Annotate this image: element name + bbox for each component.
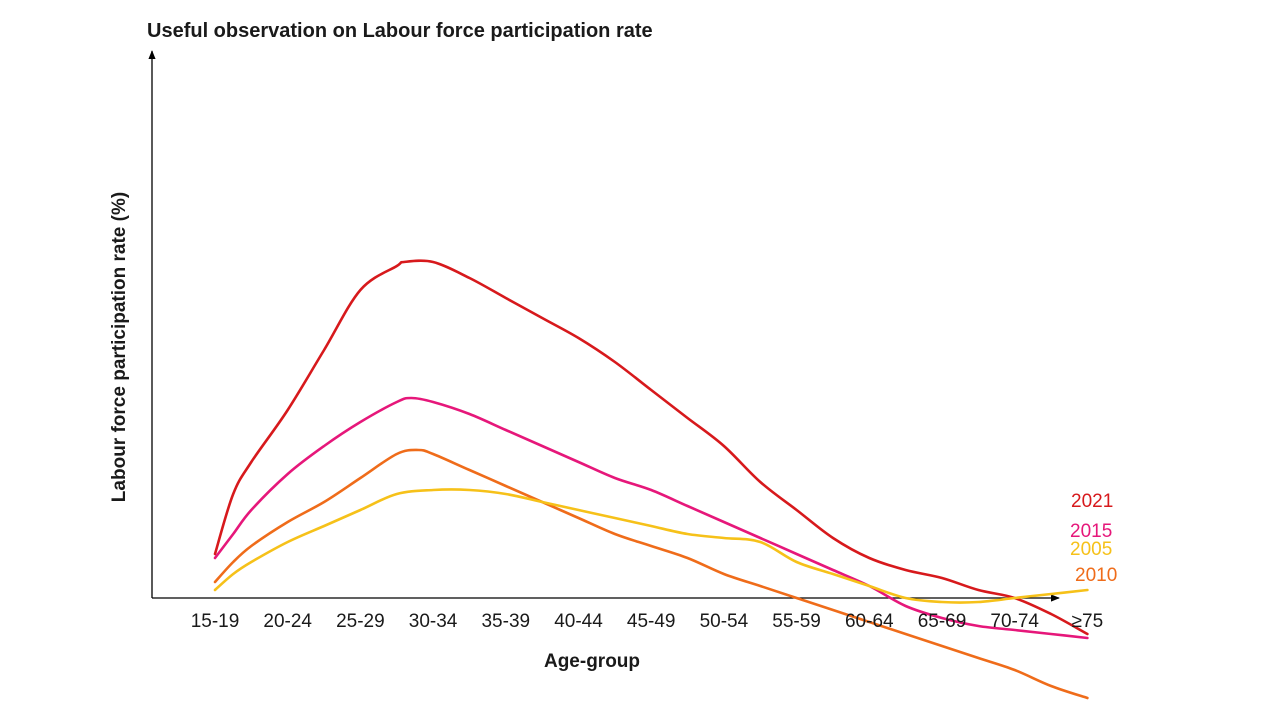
x-tick-label: 20-24 — [263, 611, 312, 632]
x-tick-labels: 15-19 20-24 25-29 30-34 35-39 40-44 45-49 50-54… — [191, 611, 1103, 632]
x-tick-label: 40-44 — [554, 611, 603, 632]
x-tick-label: 60-64 — [845, 611, 894, 632]
x-tick-label: 65-69 — [918, 611, 967, 632]
x-tick-label: 25-29 — [336, 611, 385, 632]
chart-title: Useful observation on Labour force parti… — [147, 20, 653, 42]
series-label-2010: 2010 — [1075, 565, 1117, 586]
x-tick-label: ≥75 — [1072, 611, 1104, 632]
series-line-2021 — [213, 259, 1089, 636]
series-line-2015 — [213, 396, 1089, 640]
x-tick-label: 55-59 — [772, 611, 821, 632]
x-tick-label: 15-19 — [191, 611, 240, 632]
y-axis-label: Labour force participation rate (%) — [109, 192, 130, 502]
series-label-2005: 2005 — [1070, 539, 1112, 560]
series-layer — [213, 259, 1089, 700]
x-tick-label: 45-49 — [627, 611, 676, 632]
x-tick-label: 50-54 — [700, 611, 749, 632]
series-label-2021: 2021 — [1071, 491, 1113, 512]
x-tick-label: 70-74 — [990, 611, 1039, 632]
x-axis-label: Age-group — [544, 651, 640, 672]
series-line-2005 — [213, 488, 1089, 604]
series-labels: 2021 2015 2010 2005 — [1070, 491, 1117, 586]
series-label-2015: 2015 — [1070, 521, 1112, 542]
x-tick-label: 30-34 — [409, 611, 458, 632]
x-tick-label: 35-39 — [481, 611, 530, 632]
series-line-2010 — [213, 448, 1089, 700]
